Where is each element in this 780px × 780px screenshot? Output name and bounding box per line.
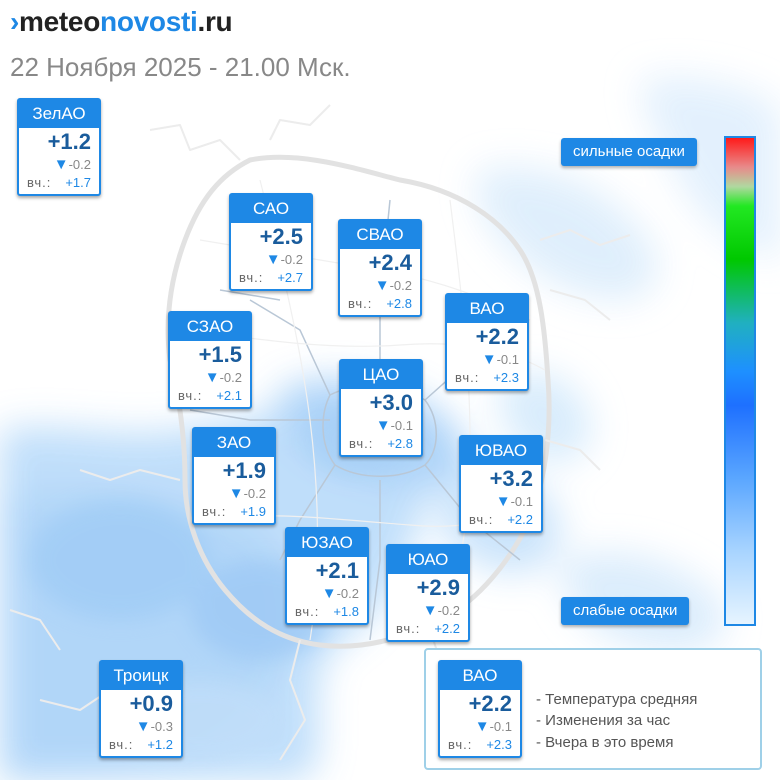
district-card-yuao: ЮАО +2.9 ▼-0.2 вч.: +2.2 — [386, 544, 470, 642]
logo-text-meteo: meteo — [19, 6, 101, 37]
district-temperature: +3.2 — [489, 466, 533, 491]
legend-example-card: ВАО +2.2 ▼-0.1 вч.: +2.3 — [438, 660, 522, 758]
district-temperature: +2.1 — [315, 558, 359, 583]
district-name: ЮЗАО — [287, 529, 367, 557]
hourly-change: ▼-0.2 — [321, 585, 359, 602]
yesterday-value: вч.: +2.1 — [178, 388, 242, 403]
hourly-change: ▼-0.2 — [374, 277, 412, 294]
hourly-change: ▼-0.2 — [53, 156, 91, 173]
district-name: СВАО — [340, 221, 420, 249]
district-temperature: +2.9 — [416, 575, 460, 600]
forecast-datetime: 22 Ноября 2025 - 21.00 Мск. — [10, 52, 351, 82]
yesterday-value: вч.: +2.3 — [448, 737, 512, 752]
yesterday-value: вч.: +2.8 — [349, 436, 413, 451]
district-name: СЗАО — [170, 313, 250, 341]
triangle-down-icon: ▼ — [204, 369, 220, 386]
precipitation-scale-bar — [724, 136, 756, 626]
triangle-down-icon: ▼ — [53, 156, 69, 173]
yesterday-value: вч.: +1.7 — [27, 175, 91, 190]
triangle-down-icon: ▼ — [375, 417, 391, 434]
logo-text-novosti: novosti — [100, 6, 198, 37]
yesterday-value: вч.: +2.2 — [396, 621, 460, 636]
logo-text-domain: .ru — [197, 6, 233, 37]
scale-label-light: слабые осадки — [561, 597, 690, 625]
yesterday-value: вч.: +2.2 — [469, 512, 533, 527]
district-temperature: +1.9 — [222, 458, 266, 483]
district-name: Троицк — [101, 662, 181, 690]
district-card-cao: ЦАО +3.0 ▼-0.1 вч.: +2.8 — [339, 359, 423, 457]
logo-chevron-icon: › — [10, 6, 20, 37]
legend-line-yesterday: - Вчера в это время — [536, 734, 674, 751]
hourly-change: ▼-0.2 — [204, 369, 242, 386]
district-name: ЦАО — [341, 361, 421, 389]
district-name: ВАО — [447, 295, 527, 323]
legend-line-hourly-change: - Изменения за час — [536, 712, 671, 729]
triangle-down-icon: ▼ — [495, 493, 511, 510]
district-card-sao: САО +2.5 ▼-0.2 вч.: +2.7 — [229, 193, 313, 291]
district-card-szao: СЗАО +1.5 ▼-0.2 вч.: +2.1 — [168, 311, 252, 409]
yesterday-value: вч.: +2.8 — [348, 296, 412, 311]
district-name: САО — [231, 195, 311, 223]
triangle-down-icon: ▼ — [474, 718, 490, 735]
district-card-troitsk: Троицк +0.9 ▼-0.3 вч.: +1.2 — [99, 660, 183, 758]
district-card-yuvao: ЮВАО +3.2 ▼-0.1 вч.: +2.2 — [459, 435, 543, 533]
district-temperature: +0.9 — [129, 691, 173, 716]
hourly-change: ▼-0.2 — [228, 485, 266, 502]
yesterday-value: вч.: +1.2 — [109, 737, 173, 752]
yesterday-value: вч.: +1.8 — [295, 604, 359, 619]
district-temperature: +1.5 — [198, 342, 242, 367]
legend-panel: ВАО +2.2 ▼-0.1 вч.: +2.3 - Температура ср… — [424, 648, 762, 770]
district-name: ЮАО — [388, 546, 468, 574]
hourly-change: ▼-0.1 — [495, 493, 533, 510]
hourly-change: ▼-0.1 — [474, 718, 512, 735]
district-card-svao: СВАО +2.4 ▼-0.2 вч.: +2.8 — [338, 219, 422, 317]
district-temperature: +3.0 — [369, 390, 413, 415]
district-temperature: +1.2 — [47, 129, 91, 154]
hourly-change: ▼-0.1 — [481, 351, 519, 368]
triangle-down-icon: ▼ — [265, 251, 281, 268]
yesterday-value: вч.: +1.9 — [202, 504, 266, 519]
hourly-change: ▼-0.2 — [422, 602, 460, 619]
district-card-zelao: ЗелАО +1.2 ▼-0.2 вч.: +1.7 — [17, 98, 101, 196]
scale-label-heavy: сильные осадки — [561, 138, 697, 166]
triangle-down-icon: ▼ — [228, 485, 244, 502]
hourly-change: ▼-0.2 — [265, 251, 303, 268]
district-name: ЮВАО — [461, 437, 541, 465]
district-temperature: +2.4 — [368, 250, 412, 275]
yesterday-value: вч.: +2.7 — [239, 270, 303, 285]
hourly-change: ▼-0.1 — [375, 417, 413, 434]
district-card-yuzao: ЮЗАО +2.1 ▼-0.2 вч.: +1.8 — [285, 527, 369, 625]
legend-line-average-temp: - Температура средняя — [536, 691, 698, 708]
district-name: ВАО — [440, 662, 520, 690]
yesterday-value: вч.: +2.3 — [455, 370, 519, 385]
hourly-change: ▼-0.3 — [135, 718, 173, 735]
triangle-down-icon: ▼ — [374, 277, 390, 294]
district-name: ЗАО — [194, 429, 274, 457]
triangle-down-icon: ▼ — [422, 602, 438, 619]
district-temperature: +2.5 — [259, 224, 303, 249]
district-temperature: +2.2 — [468, 691, 512, 716]
district-temperature: +2.2 — [475, 324, 519, 349]
district-card-zao: ЗАО +1.9 ▼-0.2 вч.: +1.9 — [192, 427, 276, 525]
district-card-vao: ВАО +2.2 ▼-0.1 вч.: +2.3 — [445, 293, 529, 391]
district-name: ЗелАО — [19, 100, 99, 128]
triangle-down-icon: ▼ — [321, 585, 337, 602]
triangle-down-icon: ▼ — [135, 718, 151, 735]
triangle-down-icon: ▼ — [481, 351, 497, 368]
site-logo[interactable]: ›meteonovosti.ru — [10, 6, 233, 38]
